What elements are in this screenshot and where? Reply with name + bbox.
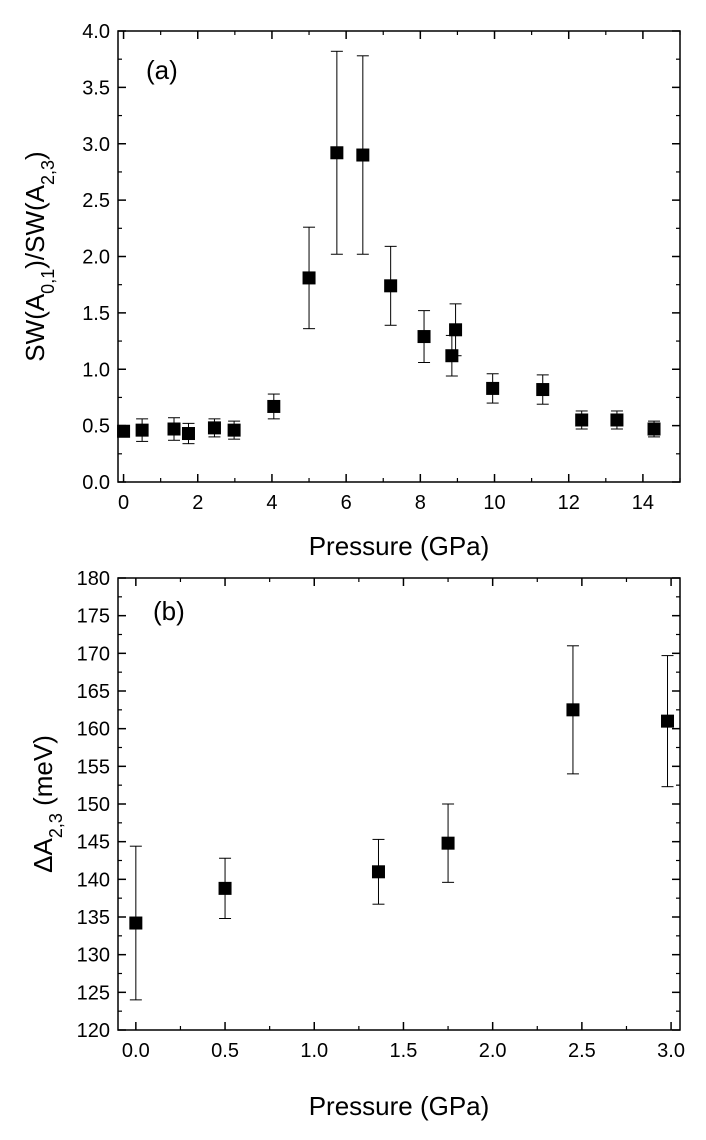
y-tick-label: 3.5 xyxy=(82,77,110,99)
y-title-a-post: ) xyxy=(20,151,50,160)
x-axis-title-a: Pressure (GPa) xyxy=(309,531,490,561)
x-tick-label: 2.0 xyxy=(479,1040,507,1062)
y-title-b-post: (meV) xyxy=(28,735,58,813)
y-title-a-pre: SW(A xyxy=(20,293,50,362)
data-point xyxy=(661,714,675,728)
data-point xyxy=(267,399,281,413)
data-point xyxy=(218,881,232,895)
x-tick-label: 0 xyxy=(118,492,129,514)
y-tick-label: 125 xyxy=(77,982,110,1004)
x-tick-label: 10 xyxy=(483,492,505,514)
data-point xyxy=(486,381,500,395)
y-title-a-sub1: 0,1 xyxy=(38,269,58,294)
data-point xyxy=(167,422,181,436)
panel-label-a: (a) xyxy=(146,55,178,85)
y-axis-title-a: SW(A0,1)/SW(A2,3) xyxy=(20,151,58,361)
y-title-a-sub2: 2,3 xyxy=(38,160,58,185)
data-point xyxy=(566,703,580,717)
y-tick-label: 120 xyxy=(77,1020,110,1042)
y-tick-label: 2.0 xyxy=(82,247,110,269)
data-point xyxy=(356,148,370,162)
y-tick-label: 160 xyxy=(77,719,110,741)
plot-frame-a xyxy=(117,30,681,483)
data-point xyxy=(330,146,344,160)
x-tick-label: 0.5 xyxy=(211,1040,239,1062)
x-tick-label: 0.0 xyxy=(122,1040,150,1062)
data-point xyxy=(227,423,241,437)
data-point xyxy=(384,279,398,293)
x-tick-label: 4 xyxy=(266,492,277,514)
axes-b: 0.0 0.5 1.0 1.5 2.0 2.5 3.0 120 125 130 135 140 145 1… xyxy=(77,568,685,1062)
data-point xyxy=(610,413,624,427)
y-tick-label: 170 xyxy=(77,643,110,665)
data-marks-b xyxy=(129,645,675,1001)
data-point xyxy=(441,836,455,850)
axes-a: 0 2 4 6 8 10 12 14 0.0 0.5 1.0 1.5 2.0 2.5 3.0 3.5 4.0 xyxy=(82,21,681,514)
y-tick-label: 180 xyxy=(77,568,110,590)
x-tick-label: 6 xyxy=(341,492,352,514)
x-tick-label: 2.5 xyxy=(568,1040,596,1062)
data-point xyxy=(417,330,431,344)
x-axis-title-b: Pressure (GPa) xyxy=(309,1091,490,1121)
data-point xyxy=(181,427,195,441)
panel-label-b: (b) xyxy=(153,596,185,626)
y-tick-label: 175 xyxy=(77,606,110,628)
y-tick-label: 3.0 xyxy=(82,134,110,156)
x-tick-label: 3.0 xyxy=(657,1040,685,1062)
y-tick-label: 155 xyxy=(77,756,110,778)
panel-a: 0 2 4 6 8 10 12 14 0.0 0.5 1.0 1.5 2.0 2.5 3.0 3.5 4.0 (… xyxy=(20,21,681,561)
y-tick-label: 0.5 xyxy=(82,416,110,438)
x-tick-label: 1.0 xyxy=(300,1040,328,1062)
y-tick-label: 135 xyxy=(77,907,110,929)
x-tick-label: 12 xyxy=(558,492,580,514)
plot-frame-b xyxy=(117,577,681,1031)
data-point xyxy=(536,383,550,397)
panel-b: 0.0 0.5 1.0 1.5 2.0 2.5 3.0 120 125 130 135 140 145 1… xyxy=(28,568,685,1121)
data-point xyxy=(647,422,661,436)
y-tick-label: 1.0 xyxy=(82,359,110,381)
data-point xyxy=(575,413,589,427)
data-point xyxy=(302,271,316,285)
x-tick-label: 14 xyxy=(632,492,654,514)
data-point xyxy=(371,865,385,879)
y-tick-label: 1.5 xyxy=(82,303,110,325)
y-tick-label: 130 xyxy=(77,945,110,967)
x-tick-label: 2 xyxy=(192,492,203,514)
y-tick-label: 145 xyxy=(77,832,110,854)
data-point xyxy=(129,916,143,930)
data-point xyxy=(135,423,149,437)
y-tick-label: 150 xyxy=(77,794,110,816)
data-point xyxy=(117,424,131,438)
y-tick-label: 4.0 xyxy=(82,21,110,43)
data-marks-a xyxy=(117,50,661,445)
y-tick-label: 165 xyxy=(77,681,110,703)
y-title-b-pre: ΔA xyxy=(28,838,58,873)
data-point xyxy=(449,323,463,337)
y-tick-label: 2.5 xyxy=(82,190,110,212)
x-tick-label: 8 xyxy=(415,492,426,514)
y-tick-label: 140 xyxy=(77,869,110,891)
y-axis-title-b: ΔA2,3 (meV) xyxy=(28,735,66,873)
x-tick-label: 1.5 xyxy=(390,1040,418,1062)
y-title-a-mid: )/SW(A xyxy=(20,184,50,268)
data-point xyxy=(207,421,221,435)
y-title-b-sub1: 2,3 xyxy=(46,813,66,838)
y-tick-label: 0.0 xyxy=(82,472,110,494)
